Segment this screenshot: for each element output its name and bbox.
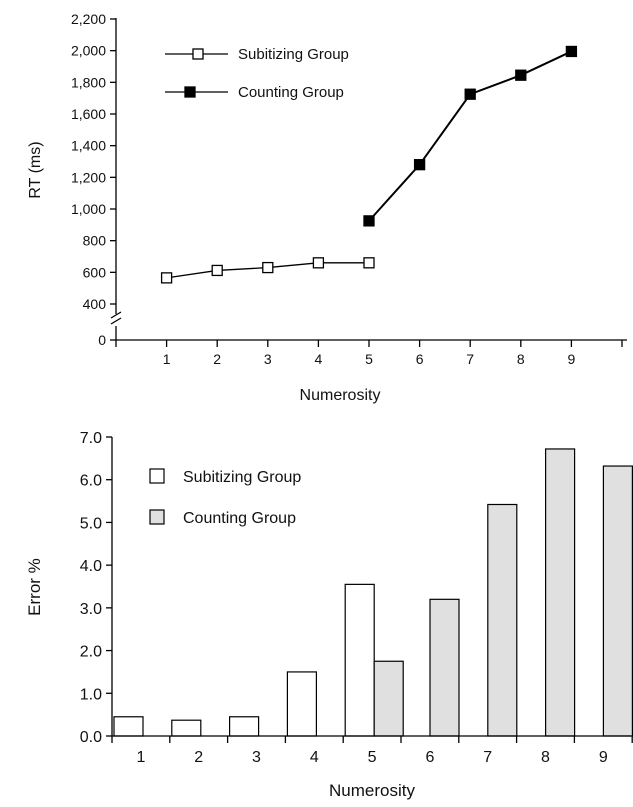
data-point-counting [515, 69, 527, 81]
bar-subitizing [229, 716, 260, 737]
y-tick-label: 2,000 [71, 43, 106, 59]
data-point-counting [565, 45, 578, 58]
y-tick-label: 5.0 [80, 515, 102, 532]
rt-series [160, 45, 578, 284]
y-tick-label: 2.0 [80, 644, 102, 661]
axis-break-mark [110, 311, 122, 319]
legend-marker-counting [184, 86, 196, 98]
y-tick-label: 6.0 [80, 473, 102, 490]
x-tick-label: 7 [483, 749, 492, 766]
x-tick-label: 2 [194, 749, 203, 766]
rt-legend: Subitizing Group Counting Group [165, 46, 349, 101]
legend-label-counting: Counting Group [238, 84, 344, 101]
y-tick-label: 800 [83, 233, 107, 249]
error-axes [111, 437, 631, 737]
data-point-counting [363, 215, 375, 227]
error-y-axis-label: Error % [25, 558, 44, 616]
y-tick-label: 600 [83, 264, 107, 280]
error-legend: Subitizing Group Counting Group [149, 468, 301, 527]
legend-label-subitizing-bar: Subitizing Group [183, 469, 301, 486]
data-point-subitizing [160, 272, 173, 284]
y-tick-label: 400 [83, 296, 107, 312]
y-tick-label: 1,400 [71, 138, 106, 154]
x-tick-label: 6 [416, 351, 424, 367]
error-bar-chart: 0.0 1.0 2.0 3.0 4.0 5.0 6.0 7.0 1 2 3 4 5 6 7 8 9 Subit… [25, 430, 633, 800]
x-tick-label: 4 [310, 749, 319, 766]
bar-subitizing [344, 583, 375, 737]
data-point-counting [413, 159, 426, 171]
x-tick-label: 7 [466, 351, 474, 367]
error-x-axis-label: Numerosity [329, 781, 415, 800]
x-tick-label: 2 [213, 351, 221, 367]
x-tick-label: 5 [368, 749, 377, 766]
bar-subitizing [286, 671, 317, 737]
data-point-subitizing [363, 257, 375, 269]
x-tick-label: 9 [599, 749, 608, 766]
x-tick-label: 6 [425, 749, 434, 766]
y-tick-label: 3.0 [80, 601, 102, 618]
bar-counting [429, 598, 460, 737]
rt-x-axis-label: Numerosity [300, 387, 381, 404]
error-x-ticks: 1 2 3 4 5 6 7 8 9 [111, 736, 633, 766]
x-tick-label: 5 [365, 351, 373, 367]
y-tick-label: 1,600 [71, 106, 106, 122]
y-tick-label: 1,200 [71, 169, 106, 185]
bar-counting [487, 503, 518, 737]
x-tick-label: 1 [136, 749, 145, 766]
bar-subitizing [171, 719, 202, 737]
bar-counting [373, 660, 404, 737]
x-tick-label: 3 [264, 351, 272, 367]
rt-line-chart: 0 400 600 800 1,000 1,200 1,400 1,600 1,800 2,000… [27, 11, 627, 404]
bar-counting [602, 465, 633, 737]
legend-marker-subitizing [192, 48, 204, 60]
data-point-subitizing [211, 264, 223, 277]
y-tick-label: 0 [98, 332, 106, 348]
y-tick-label: 0.0 [80, 729, 102, 746]
y-tick-label: 1,000 [71, 201, 106, 217]
rt-axes [110, 18, 627, 341]
bar-subitizing [113, 716, 144, 737]
x-tick-label: 4 [315, 351, 323, 367]
legend-label-counting-bar: Counting Group [183, 510, 296, 527]
x-tick-label: 9 [568, 351, 576, 367]
x-tick-label: 1 [163, 351, 171, 367]
data-point-subitizing [312, 257, 325, 269]
rt-y-axis-label: RT (ms) [27, 141, 44, 198]
legend-swatch-subitizing [149, 468, 165, 484]
rt-x-ticks: 1 2 3 4 5 6 7 8 9 [115, 340, 623, 367]
error-bars [113, 448, 633, 737]
y-tick-label: 1.0 [80, 686, 102, 703]
y-tick-label: 7.0 [80, 430, 102, 447]
series-line-counting [368, 50, 572, 222]
error-y-ticks: 0.0 1.0 2.0 3.0 4.0 5.0 6.0 7.0 [80, 430, 112, 746]
data-point-counting [464, 88, 476, 100]
axis-break-mark [110, 317, 122, 325]
y-tick-label: 1,800 [71, 74, 106, 90]
x-tick-label: 3 [252, 749, 261, 766]
x-tick-label: 8 [541, 749, 550, 766]
y-tick-label: 4.0 [80, 558, 102, 575]
y-tick-label: 2,200 [71, 11, 106, 27]
rt-y-ticks: 0 400 600 800 1,000 1,200 1,400 1,600 1,800 2,000… [71, 11, 116, 348]
legend-label-subitizing: Subitizing Group [238, 46, 349, 63]
x-tick-label: 8 [517, 351, 525, 367]
data-point-subitizing [262, 261, 274, 274]
legend-swatch-counting [149, 509, 165, 525]
bar-counting [544, 448, 576, 737]
